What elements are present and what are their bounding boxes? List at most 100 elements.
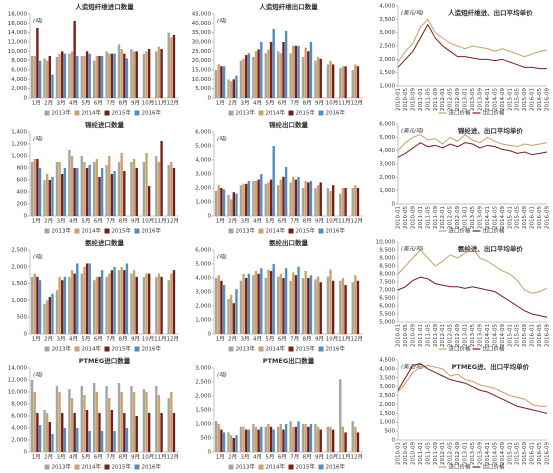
bar (329, 190, 332, 216)
bar (132, 51, 136, 98)
x-tick-label: 2011-05 (425, 442, 431, 465)
legend-swatch (44, 110, 50, 116)
bar (294, 45, 298, 98)
x-tick-label: 2014-01 (485, 324, 491, 347)
y-tick-label: 400 (17, 190, 28, 196)
bar (344, 432, 347, 452)
bar (272, 146, 275, 216)
bar (70, 398, 74, 452)
x-tick-label: 6月 (94, 100, 103, 107)
x-tick-label: 2011-09 (433, 324, 439, 347)
x-tick-label: 3月 (241, 454, 250, 461)
x-tick-label: 8月 (303, 218, 312, 225)
bar (88, 165, 91, 216)
bar (351, 188, 354, 216)
y-tick-label: 1,000 (195, 200, 211, 206)
bar (260, 426, 263, 452)
legend-label: 进口价格 (449, 463, 472, 471)
x-tick-label: 2013-01 (463, 88, 469, 111)
bar (289, 280, 292, 334)
bar (63, 168, 67, 216)
y-tick-label: 3,000 (195, 366, 211, 372)
unit-label: (美元/吨) (401, 128, 424, 135)
x-tick-label: 2011-09 (433, 88, 439, 111)
bar (172, 413, 176, 452)
bar (170, 273, 173, 334)
y-tick-label: 4,000 (379, 4, 395, 10)
bar (145, 392, 148, 452)
bar (260, 42, 263, 98)
y-tick-label: 9,500 (379, 248, 395, 254)
bar (93, 280, 96, 334)
y-tick-label: 14,000 (8, 30, 28, 36)
bar (304, 47, 307, 98)
bar (252, 275, 255, 334)
bar (85, 263, 89, 334)
y-tick-label: 500 (385, 429, 396, 435)
x-tick-label: 4月 (69, 100, 78, 107)
x-tick-label: 9月 (315, 336, 324, 343)
x-tick-label: 2011-05 (425, 88, 431, 111)
bar (267, 269, 270, 334)
x-tick-label: 4月 (69, 454, 78, 461)
legend-label: 2013年 (52, 345, 72, 353)
bar (289, 182, 292, 216)
bar (43, 58, 46, 98)
x-tick-label: 2013-09 (477, 442, 483, 465)
x-tick-label: 6月 (278, 100, 287, 107)
x-tick-label: 10月 (142, 100, 155, 107)
bar (284, 30, 288, 98)
bar (316, 185, 320, 216)
bar (76, 168, 79, 216)
bar (120, 153, 123, 216)
bar (242, 58, 245, 98)
y-tick-label: 6,000 (11, 68, 27, 74)
bar (331, 64, 335, 98)
x-tick-label: 2015-09 (522, 324, 528, 347)
x-tick-label: 7月 (290, 454, 299, 461)
x-tick-label: 2012-01 (440, 88, 446, 111)
x-tick-label: 6月 (94, 218, 103, 225)
bar (93, 162, 96, 216)
x-tick-label: 2012-05 (448, 206, 454, 229)
bar (58, 162, 61, 216)
bar (117, 383, 121, 452)
x-tick-label: 11月 (154, 336, 167, 343)
bar (76, 263, 79, 334)
bar (284, 424, 288, 452)
bar (304, 181, 307, 216)
y-tick-label: 15,000 (192, 68, 212, 74)
y-tick-label: 2,000 (379, 402, 395, 408)
bar (157, 273, 161, 334)
x-tick-label: 2010-09 (410, 206, 416, 229)
legend-label: 2015年 (296, 227, 316, 235)
bar (220, 66, 223, 98)
bar (245, 429, 248, 452)
legend-label: 出口价格 (483, 109, 506, 117)
legend-swatch (44, 346, 50, 352)
bar (170, 37, 173, 98)
bar (55, 56, 59, 98)
x-tick-label: 4月 (253, 336, 262, 343)
bar (33, 273, 36, 334)
legend-label: 2013年 (52, 463, 72, 471)
x-tick-label: 1月 (216, 454, 225, 461)
bar (227, 299, 230, 334)
x-tick-label: 2013-05 (470, 206, 476, 229)
bar (108, 53, 111, 98)
y-tick-label: 3,500 (379, 375, 395, 381)
x-tick-label: 2012-01 (440, 206, 446, 229)
bar (222, 285, 226, 334)
bar (58, 392, 61, 452)
bar (70, 270, 74, 334)
y-tick-label: 1,000 (11, 154, 27, 160)
bar (254, 271, 258, 334)
y-tick-label: 1,000 (379, 188, 395, 194)
x-tick-label: 9月 (131, 100, 140, 107)
y-tick-label: 0 (208, 450, 212, 456)
bar (217, 424, 220, 452)
bar (292, 176, 295, 216)
x-tick-label: 2016-09 (545, 206, 551, 229)
bar (172, 168, 176, 216)
bar (80, 273, 83, 334)
